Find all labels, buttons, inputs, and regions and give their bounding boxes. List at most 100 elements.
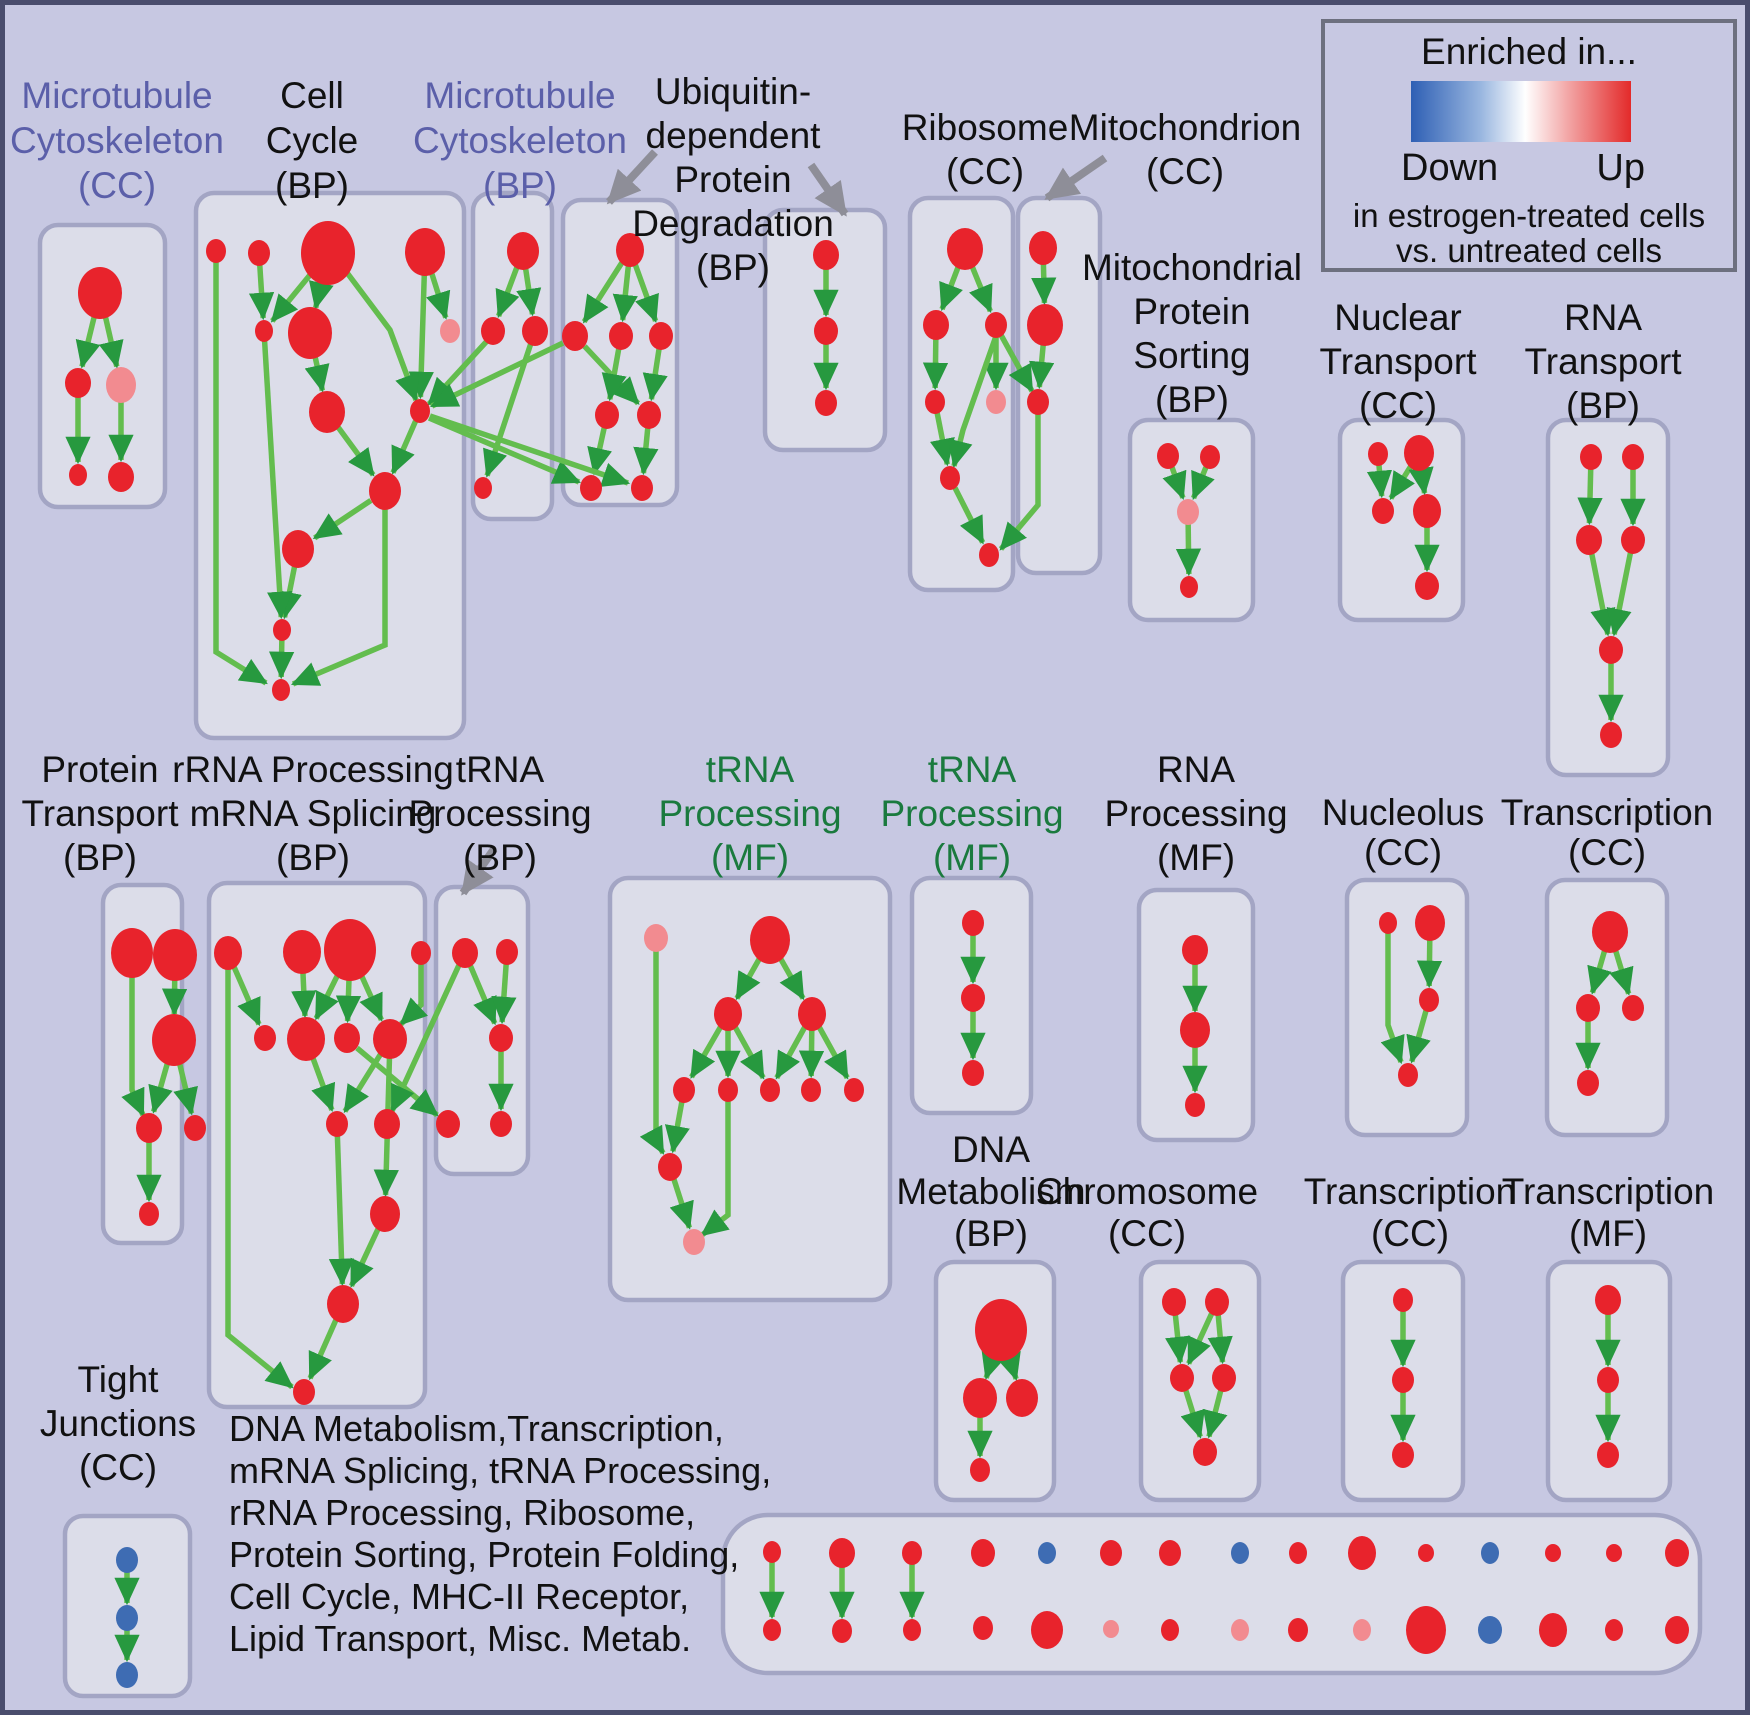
- go-term-node[interactable]: [714, 997, 742, 1031]
- go-term-node[interactable]: [481, 317, 505, 345]
- go-term-node[interactable]: [334, 1023, 360, 1053]
- go-term-node[interactable]: [1027, 304, 1063, 346]
- go-term-node[interactable]: [1177, 499, 1199, 525]
- go-term-node[interactable]: [580, 475, 602, 501]
- go-term-node[interactable]: [616, 233, 644, 267]
- go-term-node[interactable]: [829, 1538, 855, 1568]
- go-term-node[interactable]: [309, 391, 345, 433]
- go-term-node[interactable]: [324, 919, 376, 981]
- go-term-node[interactable]: [370, 1196, 400, 1232]
- go-term-node[interactable]: [973, 1616, 993, 1640]
- go-term-node[interactable]: [1180, 576, 1198, 598]
- go-term-node[interactable]: [1404, 435, 1434, 471]
- go-term-node[interactable]: [814, 317, 838, 345]
- go-term-node[interactable]: [283, 930, 321, 974]
- go-term-node[interactable]: [489, 1024, 513, 1052]
- go-term-node[interactable]: [108, 462, 134, 492]
- go-term-node[interactable]: [1621, 526, 1645, 554]
- go-term-node[interactable]: [184, 1115, 206, 1141]
- go-term-node[interactable]: [1665, 1539, 1689, 1567]
- go-term-node[interactable]: [1289, 1542, 1307, 1564]
- go-term-node[interactable]: [1595, 1285, 1621, 1315]
- go-term-node[interactable]: [1622, 995, 1644, 1021]
- go-term-node[interactable]: [1379, 912, 1397, 934]
- go-term-node[interactable]: [327, 1285, 359, 1323]
- go-term-node[interactable]: [1419, 988, 1439, 1012]
- go-term-node[interactable]: [282, 530, 314, 568]
- go-term-node[interactable]: [562, 321, 588, 351]
- go-term-node[interactable]: [979, 543, 999, 567]
- go-term-node[interactable]: [440, 319, 460, 343]
- go-term-node[interactable]: [136, 1113, 162, 1143]
- go-term-node[interactable]: [940, 466, 960, 490]
- go-term-node[interactable]: [111, 928, 153, 978]
- go-term-node[interactable]: [750, 916, 790, 964]
- go-term-node[interactable]: [1159, 1540, 1181, 1566]
- go-term-node[interactable]: [925, 390, 945, 414]
- go-term-node[interactable]: [832, 1619, 852, 1643]
- go-term-node[interactable]: [658, 1153, 682, 1181]
- go-term-node[interactable]: [301, 221, 355, 285]
- go-term-node[interactable]: [815, 390, 837, 416]
- go-term-node[interactable]: [923, 310, 949, 340]
- go-term-node[interactable]: [1597, 1367, 1619, 1393]
- go-term-node[interactable]: [1029, 231, 1057, 265]
- go-term-node[interactable]: [1372, 498, 1394, 524]
- go-term-node[interactable]: [139, 1202, 159, 1226]
- go-term-node[interactable]: [206, 239, 226, 263]
- go-term-node[interactable]: [1577, 1070, 1599, 1096]
- go-term-node[interactable]: [1368, 442, 1388, 466]
- go-term-node[interactable]: [326, 1111, 348, 1137]
- go-term-node[interactable]: [962, 910, 984, 936]
- go-term-node[interactable]: [273, 619, 291, 641]
- go-term-node[interactable]: [436, 1110, 460, 1138]
- go-term-node[interactable]: [947, 228, 983, 270]
- go-term-node[interactable]: [496, 939, 518, 965]
- go-term-node[interactable]: [1031, 1611, 1063, 1649]
- go-term-node[interactable]: [1415, 905, 1445, 941]
- go-term-node[interactable]: [1348, 1536, 1376, 1570]
- go-term-node[interactable]: [1027, 389, 1049, 415]
- go-term-node[interactable]: [369, 472, 401, 510]
- go-term-node[interactable]: [801, 1078, 821, 1102]
- go-term-node[interactable]: [1413, 494, 1441, 528]
- go-term-node[interactable]: [1580, 444, 1602, 470]
- go-term-node[interactable]: [986, 390, 1006, 414]
- go-term-node[interactable]: [1418, 1544, 1434, 1562]
- go-term-node[interactable]: [903, 1619, 921, 1641]
- go-term-node[interactable]: [116, 1547, 138, 1573]
- go-term-node[interactable]: [595, 401, 619, 429]
- go-term-node[interactable]: [248, 240, 270, 266]
- go-term-node[interactable]: [522, 316, 548, 346]
- go-term-node[interactable]: [411, 941, 431, 965]
- go-term-node[interactable]: [405, 228, 445, 276]
- go-term-node[interactable]: [1353, 1619, 1371, 1641]
- go-term-node[interactable]: [609, 322, 633, 350]
- go-term-node[interactable]: [763, 1619, 781, 1641]
- go-term-node[interactable]: [1576, 525, 1602, 555]
- go-term-node[interactable]: [798, 997, 826, 1031]
- go-term-node[interactable]: [970, 1458, 990, 1482]
- go-term-node[interactable]: [1100, 1540, 1122, 1566]
- go-term-node[interactable]: [962, 1060, 984, 1086]
- go-term-node[interactable]: [1205, 1288, 1229, 1316]
- go-term-node[interactable]: [683, 1229, 705, 1255]
- go-term-node[interactable]: [1592, 911, 1628, 953]
- go-term-node[interactable]: [1200, 445, 1220, 469]
- go-term-node[interactable]: [374, 1109, 400, 1139]
- go-term-node[interactable]: [1406, 1606, 1446, 1654]
- go-term-node[interactable]: [293, 1379, 315, 1405]
- go-term-node[interactable]: [1545, 1544, 1561, 1562]
- go-term-node[interactable]: [673, 1077, 695, 1103]
- go-term-node[interactable]: [1605, 1619, 1623, 1641]
- go-term-node[interactable]: [116, 1605, 138, 1631]
- go-term-node[interactable]: [963, 1378, 997, 1418]
- go-term-node[interactable]: [961, 984, 985, 1012]
- go-term-node[interactable]: [1038, 1542, 1056, 1564]
- go-term-node[interactable]: [902, 1541, 922, 1565]
- go-term-node[interactable]: [152, 1014, 196, 1066]
- go-term-node[interactable]: [507, 232, 539, 270]
- go-term-node[interactable]: [214, 936, 242, 970]
- go-term-node[interactable]: [116, 1662, 138, 1688]
- go-term-node[interactable]: [1193, 1438, 1217, 1466]
